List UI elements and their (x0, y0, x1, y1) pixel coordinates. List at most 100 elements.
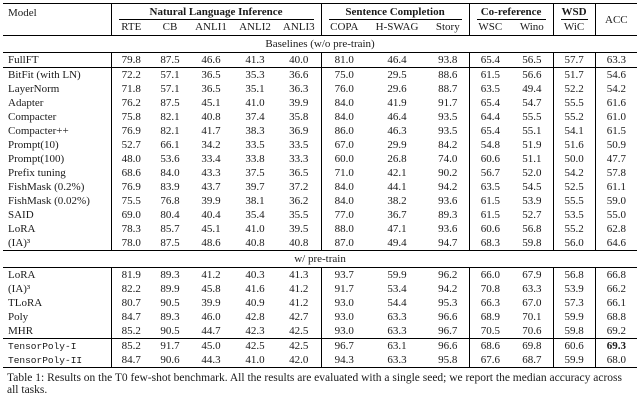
score-cell: 52.5 (552, 180, 596, 194)
table-caption: Table 1: Results on the T0 few-shot benc… (7, 372, 622, 396)
score-cell: 90.5 (160, 297, 180, 309)
score-cell: 80.4 (160, 209, 180, 221)
score-cell: 96.7 (438, 325, 458, 337)
score-cell: 78.3 (110, 222, 151, 236)
score-cell: 67.0 (320, 138, 368, 152)
acc-value-cell: 62.8 (594, 222, 638, 236)
model-name-cell: TensorPoly-I (3, 338, 112, 353)
score-cell: 68.7 (511, 353, 554, 368)
score-cell: 41.3 (233, 52, 277, 68)
acc-value-cell: 66.1 (594, 296, 638, 310)
score-cell: 89.3 (151, 267, 189, 282)
col-header-wino: Wino (511, 20, 554, 36)
acc-value-cell: 54.2 (594, 82, 638, 96)
acc-value-cell: 69.2 (594, 324, 638, 339)
acc-value-cell: 57.8 (594, 166, 638, 180)
score-cell: 42.5 (233, 338, 277, 353)
score-cell: 59.9 (367, 267, 428, 282)
score-cell: 68.6 (110, 166, 151, 180)
acc-value-cell: 63.3 (594, 52, 638, 68)
score-cell: 87.5 (151, 52, 189, 68)
score-cell: 46.4 (387, 111, 407, 123)
score-cell: 94.2 (438, 283, 458, 295)
score-cell: 93.5 (438, 125, 458, 137)
score-cell: 82.1 (160, 111, 180, 123)
score-cell: 41.0 (245, 97, 265, 109)
score-cell: 56.8 (522, 223, 542, 235)
score-cell: 59.9 (552, 353, 596, 368)
score-cell: 42.7 (289, 311, 309, 323)
group-header-row: Model Natural Language Inference Sentenc… (3, 3, 638, 36)
acc-value-cell: 61.5 (594, 124, 638, 138)
score-cell: 38.3 (245, 125, 265, 137)
score-cell: 88.0 (320, 222, 368, 236)
table-row: Prompt(10) 52.7 66.1 34.2 33.5 33.5 67.0 29.9 84… (3, 138, 638, 152)
score-cell: 55.2 (552, 222, 596, 236)
score-cell: 35.5 (289, 209, 309, 221)
score-cell: 81.9 (110, 267, 151, 282)
col-header-model: Model (3, 3, 112, 36)
score-cell: 61.5 (468, 208, 512, 222)
score-cell: 60.6 (552, 338, 596, 353)
model-name-cell: LayerNorm (3, 82, 112, 96)
group-header-wsd: WSD (552, 3, 596, 20)
score-cell: 41.6 (245, 283, 265, 295)
model-name-cell: TLoRA (3, 296, 112, 310)
table-row: BitFit (with LN) 72.2 57.1 36.5 35.3 36.6 75.0… (3, 67, 638, 82)
group-label-coreference: Co-reference (476, 4, 546, 20)
score-cell: 29.5 (367, 67, 428, 82)
score-cell: 70.6 (522, 325, 542, 337)
score-cell: 45.0 (189, 338, 233, 353)
score-cell: 54.1 (552, 124, 596, 138)
score-cell: 42.8 (245, 311, 265, 323)
score-cell: 36.6 (277, 67, 322, 82)
score-cell: 40.9 (245, 297, 265, 309)
score-cell: 49.4 (387, 237, 407, 249)
section-header-row: w/ pre-train (3, 250, 638, 268)
col-header-acc: ACC (594, 3, 638, 36)
score-cell: 91.7 (438, 97, 458, 109)
score-cell: 33.3 (289, 153, 309, 165)
score-cell: 93.0 (320, 310, 368, 324)
score-cell: 60.0 (320, 152, 368, 166)
score-cell: 51.1 (522, 153, 542, 165)
score-cell: 40.8 (201, 111, 221, 123)
score-cell: 60.6 (468, 152, 512, 166)
results-table: Model Natural Language Inference Sentenc… (3, 3, 638, 368)
acc-value-cell: 54.6 (594, 67, 638, 82)
score-cell: 66.1 (160, 139, 180, 151)
table-row: Prefix tuning 68.6 84.0 43.3 37.5 36.5 71.0 42.… (3, 166, 638, 180)
score-cell: 90.2 (438, 167, 458, 179)
score-cell: 86.0 (320, 124, 368, 138)
acc-value-cell: 50.9 (594, 138, 638, 152)
score-cell: 84.0 (160, 167, 180, 179)
score-cell: 79.8 (110, 52, 151, 68)
score-cell: 93.6 (438, 223, 458, 235)
score-cell: 38.2 (387, 195, 407, 207)
table-row: Compacter++ 76.9 82.1 41.7 38.3 36.9 86.0 46.3 9… (3, 124, 638, 138)
score-cell: 41.9 (387, 97, 407, 109)
score-cell: 36.5 (289, 167, 309, 179)
score-cell: 54.4 (387, 297, 407, 309)
score-cell: 39.7 (245, 181, 265, 193)
score-cell: 75.0 (320, 67, 368, 82)
score-cell: 84.0 (320, 180, 368, 194)
score-cell: 37.5 (245, 167, 265, 179)
score-cell: 41.0 (245, 223, 265, 235)
model-name-cell: FishMask (0.2%) (3, 180, 112, 194)
score-cell: 34.2 (201, 139, 221, 151)
col-header-anli1: ANLI1 (189, 20, 233, 36)
score-cell: 76.2 (110, 96, 151, 110)
score-cell: 88.6 (427, 67, 470, 82)
score-cell: 46.6 (189, 52, 233, 68)
score-cell: 60.6 (468, 222, 512, 236)
table-row: (IA)³ 78.0 87.5 48.6 40.8 40.8 87.0 49.4 94.7 68.… (3, 236, 638, 251)
score-cell: 44.1 (387, 181, 407, 193)
score-cell: 52.0 (522, 167, 542, 179)
score-cell: 42.5 (277, 338, 322, 353)
score-cell: 93.0 (320, 296, 368, 310)
acc-value-cell: 66.8 (594, 267, 638, 282)
score-cell: 56.6 (511, 67, 554, 82)
score-cell: 68.3 (468, 236, 512, 251)
